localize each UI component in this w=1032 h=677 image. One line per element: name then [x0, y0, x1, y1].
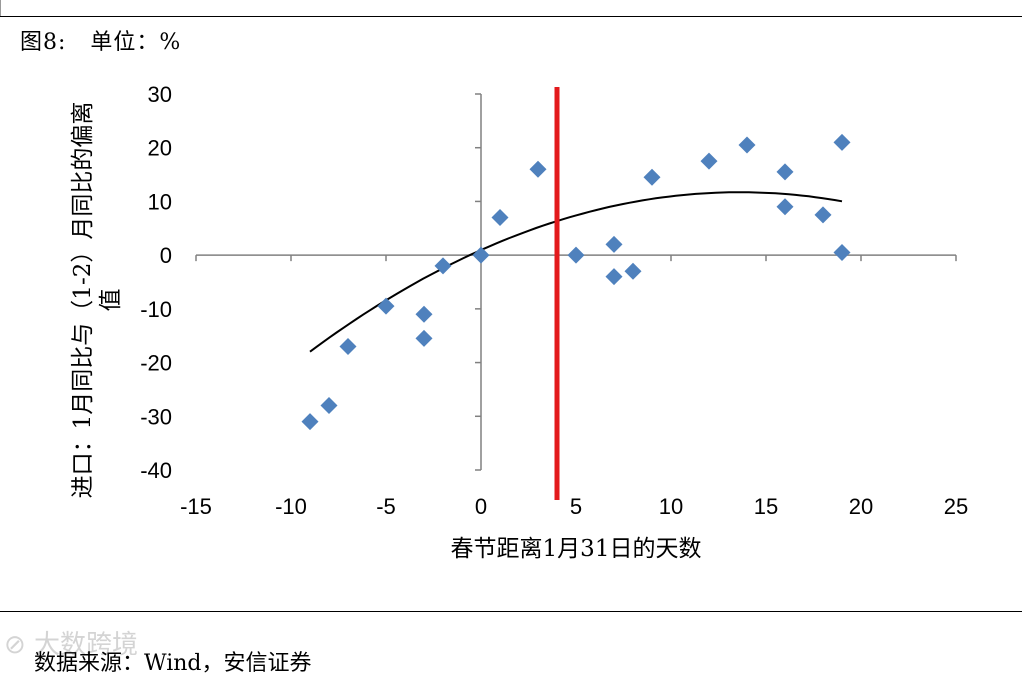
- y-tick-label: 0: [160, 243, 172, 268]
- data-point: [434, 257, 452, 275]
- data-point: [833, 133, 851, 151]
- y-tick-label: -10: [140, 297, 172, 322]
- source-text: 数据来源：Wind，安信证券: [34, 651, 312, 676]
- watermark: ⊘ 大数跨境: [4, 630, 139, 660]
- data-point: [415, 329, 433, 347]
- x-tick-label: 10: [659, 494, 683, 519]
- data-point: [415, 305, 433, 323]
- data-point: [700, 152, 718, 170]
- data-point: [567, 246, 585, 264]
- x-tick-label: 0: [475, 494, 487, 519]
- data-point: [605, 235, 623, 253]
- bottom-rule: [0, 611, 1022, 612]
- scatter-chart: -15 -10 -5 0 5 10 15 20 25 -40 -30 -20 -10 0 10 20 30 春节…: [70, 82, 968, 562]
- top-rule: [0, 16, 1022, 17]
- x-tick-label: 15: [754, 494, 778, 519]
- data-point: [624, 262, 642, 280]
- y-tick-label: -40: [140, 458, 172, 483]
- y-axis-title: 进口：1月同比与（1-2）月同比的偏离值: [70, 102, 124, 499]
- y-tick-label: 20: [148, 136, 172, 161]
- y-tick-label: -30: [140, 404, 172, 429]
- data-point: [491, 209, 509, 227]
- x-tick-label: 25: [944, 494, 968, 519]
- figure-label: 图8: 单位：%: [20, 30, 182, 55]
- x-axis-title: 春节距离1月31日的天数: [451, 536, 702, 562]
- x-tick-label: -10: [275, 494, 307, 519]
- data-point: [776, 163, 794, 181]
- x-tick-label: -15: [180, 494, 212, 519]
- data-points: [301, 133, 851, 431]
- x-tick-label: 5: [570, 494, 582, 519]
- y-tick-label: 30: [148, 82, 172, 107]
- data-point: [833, 243, 851, 261]
- data-point: [643, 168, 661, 186]
- y-axis-title-line-1: 进口：1月同比与（1-2）月同比的偏离: [70, 102, 96, 499]
- frame-edge: [0, 0, 1, 16]
- data-point: [605, 268, 623, 286]
- data-point: [814, 206, 832, 224]
- x-tick-label: -5: [376, 494, 396, 519]
- x-tick-label: 20: [849, 494, 873, 519]
- data-point: [301, 413, 319, 431]
- source-note: 数据来源：Wind，安信证券: [20, 620, 312, 677]
- y-tick-label: -20: [140, 351, 172, 376]
- data-point: [320, 397, 338, 415]
- data-point: [529, 160, 547, 178]
- data-point: [472, 246, 490, 264]
- data-point: [339, 337, 357, 355]
- y-tick-label: 10: [148, 189, 172, 214]
- data-point: [738, 136, 756, 154]
- trendline: [309, 191, 843, 353]
- y-axis-title-line-2: 值: [98, 289, 124, 312]
- tick-labels: -15 -10 -5 0 5 10 15 20 25 -40 -30 -20 -10 0 10 20 30: [140, 82, 968, 519]
- data-point: [776, 198, 794, 216]
- trendline-layer: [309, 191, 843, 353]
- data-point: [377, 297, 395, 315]
